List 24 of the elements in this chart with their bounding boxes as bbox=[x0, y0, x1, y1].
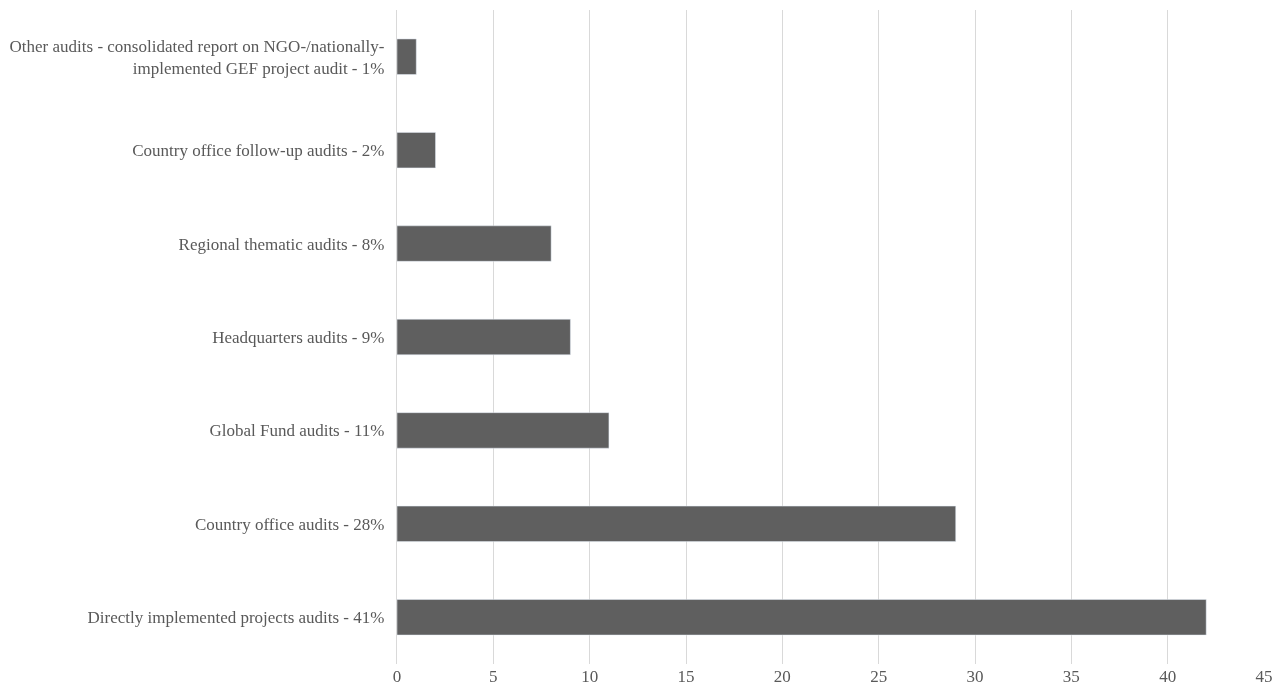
bar bbox=[397, 505, 956, 542]
x-tick-label: 30 bbox=[966, 667, 984, 686]
bar bbox=[397, 38, 417, 75]
bar bbox=[397, 599, 1207, 636]
bar bbox=[397, 225, 552, 262]
x-tick-label: 10 bbox=[581, 667, 599, 686]
x-tick-label: 0 bbox=[392, 667, 402, 686]
bar bbox=[397, 412, 610, 449]
y-tick-label: Regional thematic audits - 8% bbox=[178, 234, 385, 254]
x-tick-label: 45 bbox=[1255, 667, 1273, 686]
y-tick-label: Global Fund audits - 11% bbox=[209, 421, 385, 441]
y-tick-label: Country office audits - 28% bbox=[194, 514, 385, 534]
y-tick-label: Headquarters audits - 9% bbox=[212, 327, 385, 347]
x-tick-label: 20 bbox=[773, 667, 791, 686]
x-tick-label: 15 bbox=[677, 667, 695, 686]
y-tick-label: Country office follow-up audits - 2% bbox=[132, 141, 385, 161]
x-tick-label: 35 bbox=[1062, 667, 1080, 686]
x-tick-label: 25 bbox=[870, 667, 888, 686]
x-tick-label: 40 bbox=[1159, 667, 1177, 686]
y-tick-label: Other audits - consolidated report on NGO-/nationally-implemented GEF project audit - 1% bbox=[9, 36, 385, 78]
x-tick-label: 5 bbox=[489, 667, 498, 686]
y-tick-label: Directly implemented projects audits - 41% bbox=[87, 608, 385, 628]
bar bbox=[397, 319, 571, 355]
bar bbox=[397, 132, 436, 169]
